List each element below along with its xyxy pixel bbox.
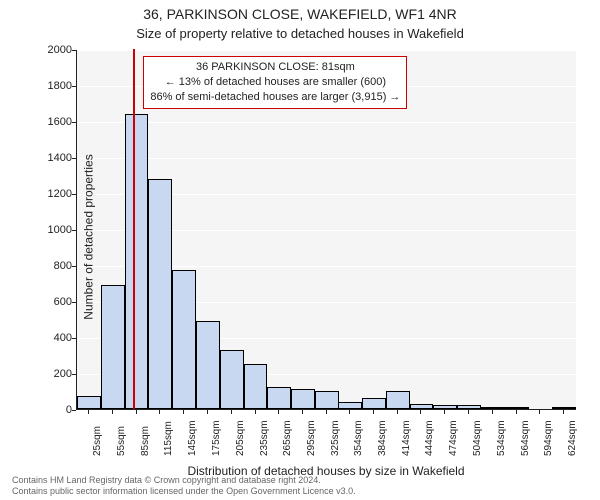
- x-tick-label: 444sqm: [424, 420, 435, 456]
- x-tick-label: 564sqm: [520, 420, 531, 456]
- x-tick-mark: [420, 410, 421, 414]
- x-tick-mark: [302, 410, 303, 414]
- y-tick-mark: [72, 50, 76, 51]
- y-tick-mark: [72, 338, 76, 339]
- y-axis-label: Number of detached properties: [82, 154, 96, 319]
- y-tick-label: 2000: [22, 44, 72, 56]
- histogram-bar: [410, 404, 434, 409]
- attribution-footer: Contains HM Land Registry data © Crown c…: [12, 475, 356, 497]
- y-tick-label: 1800: [22, 80, 72, 92]
- histogram-bar: [505, 407, 529, 409]
- x-tick-mark: [516, 410, 517, 414]
- histogram-bar: [196, 321, 220, 409]
- histogram-bar: [220, 350, 244, 409]
- histogram-bar: [101, 285, 125, 409]
- gridline: [77, 158, 576, 159]
- x-tick-label: 325sqm: [330, 420, 341, 456]
- histogram-bar: [148, 179, 172, 409]
- y-tick-label: 600: [22, 296, 72, 308]
- y-tick-mark: [72, 374, 76, 375]
- x-tick-mark: [492, 410, 493, 414]
- histogram-bar: [125, 114, 149, 409]
- x-tick-label: 55sqm: [116, 426, 127, 456]
- plot-area: 36 PARKINSON CLOSE: 81sqm← 13% of detach…: [76, 50, 576, 410]
- x-tick-mark: [397, 410, 398, 414]
- x-tick-mark: [444, 410, 445, 414]
- x-tick-label: 594sqm: [543, 420, 554, 456]
- x-tick-mark: [539, 410, 540, 414]
- x-tick-mark: [136, 410, 137, 414]
- x-tick-mark: [255, 410, 256, 414]
- y-tick-mark: [72, 302, 76, 303]
- x-tick-mark: [159, 410, 160, 414]
- x-tick-mark: [373, 410, 374, 414]
- x-tick-label: 235sqm: [259, 420, 270, 456]
- x-tick-label: 474sqm: [448, 420, 459, 456]
- annotation-line-2: ← 13% of detached houses are smaller (60…: [150, 75, 400, 90]
- gridline: [77, 50, 576, 51]
- chart-title-main: 36, PARKINSON CLOSE, WAKEFIELD, WF1 4NR: [0, 6, 600, 22]
- x-tick-mark: [349, 410, 350, 414]
- x-tick-label: 145sqm: [187, 420, 198, 456]
- y-tick-mark: [72, 194, 76, 195]
- x-tick-mark: [88, 410, 89, 414]
- x-tick-label: 414sqm: [401, 420, 412, 456]
- histogram-bar: [552, 407, 576, 409]
- y-tick-mark: [72, 86, 76, 87]
- x-tick-label: 504sqm: [472, 420, 483, 456]
- annotation-line-1: 36 PARKINSON CLOSE: 81sqm: [150, 60, 400, 75]
- y-tick-label: 400: [22, 332, 72, 344]
- y-tick-mark: [72, 122, 76, 123]
- x-tick-label: 265sqm: [282, 420, 293, 456]
- chart-title-sub: Size of property relative to detached ho…: [0, 26, 600, 41]
- gridline: [77, 122, 576, 123]
- histogram-bar: [267, 387, 291, 409]
- histogram-bar: [315, 391, 339, 409]
- y-tick-mark: [72, 266, 76, 267]
- x-tick-mark: [468, 410, 469, 414]
- x-tick-mark: [326, 410, 327, 414]
- x-tick-label: 85sqm: [140, 426, 151, 456]
- x-tick-label: 25sqm: [92, 426, 103, 456]
- histogram-bar: [433, 405, 457, 409]
- x-tick-mark: [278, 410, 279, 414]
- footer-line-1: Contains HM Land Registry data © Crown c…: [12, 475, 356, 486]
- histogram-bar: [338, 402, 362, 409]
- y-tick-label: 200: [22, 368, 72, 380]
- x-tick-mark: [231, 410, 232, 414]
- x-tick-mark: [563, 410, 564, 414]
- annotation-line-3: 86% of semi-detached houses are larger (…: [150, 90, 400, 105]
- x-tick-label: 295sqm: [306, 420, 317, 456]
- x-tick-label: 384sqm: [377, 420, 388, 456]
- histogram-bar: [386, 391, 410, 409]
- y-tick-mark: [72, 158, 76, 159]
- y-tick-mark: [72, 230, 76, 231]
- histogram-bar: [291, 389, 315, 409]
- property-marker-line: [133, 49, 135, 409]
- x-tick-label: 205sqm: [235, 420, 246, 456]
- x-tick-mark: [112, 410, 113, 414]
- x-tick-label: 624sqm: [567, 420, 578, 456]
- y-tick-label: 800: [22, 260, 72, 272]
- annotation-box: 36 PARKINSON CLOSE: 81sqm← 13% of detach…: [143, 56, 407, 109]
- y-tick-label: 1200: [22, 188, 72, 200]
- y-tick-label: 1600: [22, 116, 72, 128]
- x-tick-label: 534sqm: [496, 420, 507, 456]
- histogram-bar: [244, 364, 268, 409]
- y-tick-label: 1400: [22, 152, 72, 164]
- y-tick-mark: [72, 410, 76, 411]
- x-tick-label: 115sqm: [163, 421, 174, 456]
- y-tick-label: 0: [22, 404, 72, 416]
- histogram-bar: [77, 396, 101, 409]
- y-tick-label: 1000: [22, 224, 72, 236]
- histogram-bar: [481, 407, 505, 409]
- x-tick-mark: [207, 410, 208, 414]
- x-tick-label: 354sqm: [353, 420, 364, 456]
- x-tick-label: 175sqm: [211, 420, 222, 456]
- x-tick-mark: [183, 410, 184, 414]
- footer-line-2: Contains public sector information licen…: [12, 486, 356, 497]
- histogram-bar: [172, 270, 196, 409]
- histogram-bar: [362, 398, 386, 409]
- histogram-bar: [457, 405, 481, 409]
